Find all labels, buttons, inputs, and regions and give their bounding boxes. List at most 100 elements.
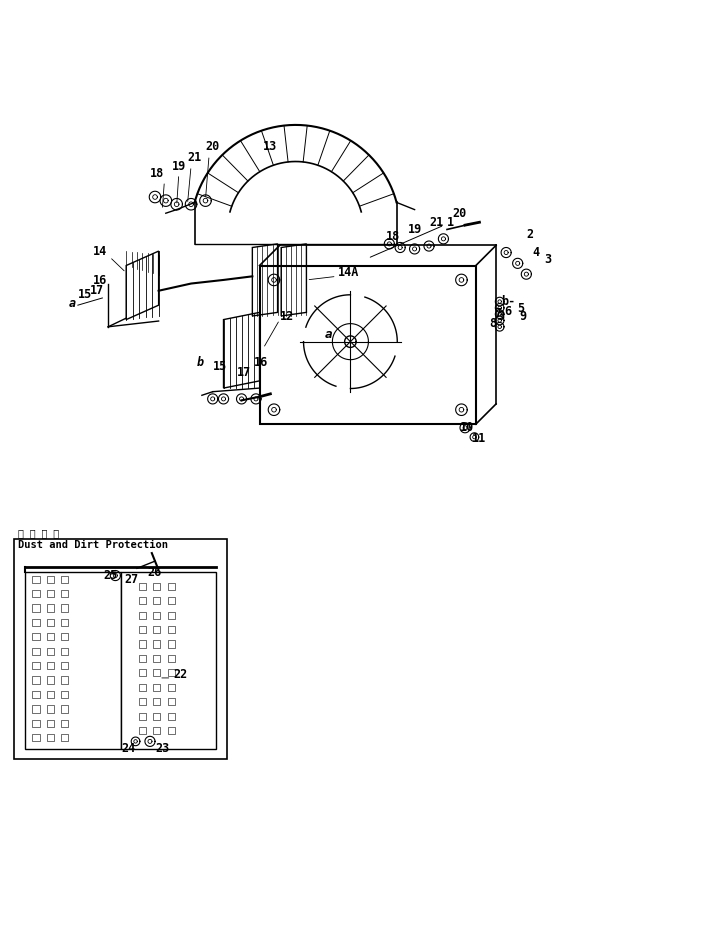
Bar [167, 641, 174, 648]
Bar [167, 597, 174, 605]
Bar [167, 611, 174, 619]
Bar [153, 641, 160, 648]
Bar [32, 734, 40, 741]
Bar [138, 597, 146, 605]
Bar [32, 662, 40, 669]
Bar [47, 633, 54, 641]
Text: b-: b- [501, 295, 516, 308]
Bar [167, 712, 174, 720]
Bar [167, 727, 174, 734]
Bar [153, 583, 160, 590]
Text: 5: 5 [518, 302, 525, 316]
Text: 17: 17 [90, 284, 105, 298]
Text: 13: 13 [263, 140, 278, 154]
Text: 25: 25 [103, 569, 118, 582]
Bar [138, 641, 146, 648]
Bar [32, 690, 40, 698]
Text: 19: 19 [172, 159, 186, 172]
Text: b: b [197, 356, 204, 369]
Text: 21: 21 [187, 151, 202, 164]
Text: 14A: 14A [337, 267, 359, 280]
Bar [138, 712, 146, 720]
Bar [47, 605, 54, 611]
Bar [167, 626, 174, 633]
Bar [47, 590, 54, 597]
Text: 26: 26 [148, 565, 162, 578]
Bar [47, 576, 54, 583]
Bar [47, 662, 54, 669]
Text: Dust and Dirt Protection: Dust and Dirt Protection [18, 540, 168, 550]
Bar [32, 720, 40, 727]
Text: 18: 18 [150, 167, 164, 180]
Bar [14, 540, 227, 759]
Text: 4: 4 [532, 246, 539, 259]
Bar [138, 611, 146, 619]
Text: 20: 20 [205, 140, 220, 154]
Text: 17: 17 [236, 365, 251, 379]
Bar [153, 727, 160, 734]
Bar [138, 698, 146, 706]
Bar [61, 662, 68, 669]
Text: 9: 9 [519, 310, 526, 322]
Text: 8: 8 [489, 317, 496, 330]
Bar [61, 619, 68, 626]
Bar [167, 583, 174, 590]
Text: 3: 3 [497, 310, 505, 322]
Bar [138, 684, 146, 690]
Bar [153, 669, 160, 676]
Text: 20: 20 [453, 207, 467, 220]
Bar [167, 655, 174, 662]
Bar [120, 572, 216, 749]
Bar [61, 633, 68, 641]
Bar [138, 669, 146, 676]
Text: 11: 11 [472, 432, 487, 446]
Text: 19: 19 [407, 223, 422, 236]
Text: 7: 7 [494, 307, 501, 320]
Text: 14: 14 [92, 245, 107, 258]
Bar [25, 572, 121, 749]
Text: 18: 18 [386, 230, 400, 243]
Bar [61, 576, 68, 583]
Bar [47, 720, 54, 727]
Text: 24: 24 [121, 742, 136, 755]
Bar [138, 655, 146, 662]
Bar [153, 712, 160, 720]
Bar [32, 605, 40, 611]
Bar [32, 676, 40, 684]
Text: 10: 10 [460, 421, 474, 434]
Text: 27: 27 [125, 573, 139, 586]
Bar [138, 727, 146, 734]
Bar [153, 655, 160, 662]
Text: 16: 16 [92, 273, 107, 286]
Text: 23: 23 [155, 742, 169, 755]
Text: a: a [325, 328, 332, 341]
Bar [153, 611, 160, 619]
Bar [32, 648, 40, 655]
Bar [138, 583, 146, 590]
Text: 16: 16 [254, 356, 268, 369]
Bar [32, 576, 40, 583]
Bar [61, 720, 68, 727]
Bar [167, 669, 174, 676]
Bar [47, 676, 54, 684]
Bar [47, 734, 54, 741]
Text: 辺 防 尘 子: 辺 防 尘 子 [18, 528, 59, 538]
Text: a: a [68, 297, 76, 310]
Bar [61, 690, 68, 698]
Bar [32, 619, 40, 626]
Bar [47, 706, 54, 712]
Text: 15: 15 [78, 288, 92, 300]
Bar [167, 684, 174, 690]
Bar [61, 706, 68, 712]
Bar [32, 706, 40, 712]
Text: 1: 1 [371, 216, 454, 257]
Bar [167, 698, 174, 706]
Text: 22: 22 [174, 668, 187, 681]
Bar [61, 734, 68, 741]
Bar [47, 690, 54, 698]
Text: 6: 6 [505, 304, 512, 317]
Bar [61, 605, 68, 611]
Bar [32, 633, 40, 641]
Bar [61, 648, 68, 655]
Text: 21: 21 [429, 216, 443, 229]
